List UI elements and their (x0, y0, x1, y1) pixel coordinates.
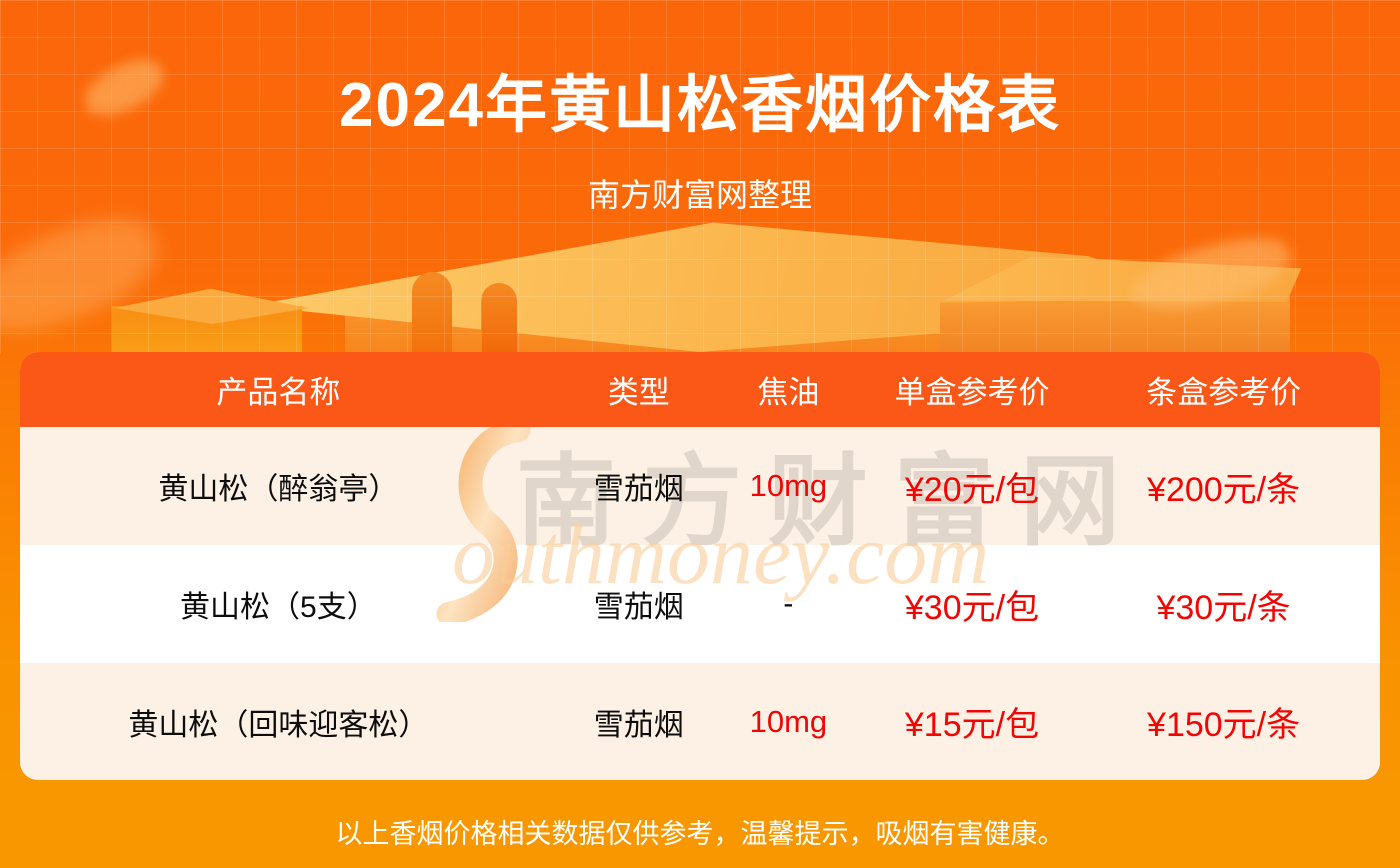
page-title: 2024年黄山松香烟价格表 (339, 71, 1061, 140)
product-name: 黄山松（醉翁亭） (158, 473, 399, 506)
podium-arch-window (481, 283, 517, 352)
product-type: 雪茄烟 (593, 591, 684, 624)
carton-price: ¥150元/条 (1147, 706, 1301, 744)
product-name: 黄山松（回味迎客松） (128, 708, 429, 742)
pack-price: ¥15元/包 (904, 706, 1040, 744)
column-header-tar: 焦油 (757, 375, 820, 410)
column-header-carton-price: 条盒参考价 (1146, 375, 1302, 410)
product-type: 雪茄烟 (593, 708, 684, 742)
product-type: 雪茄烟 (593, 473, 684, 506)
disclaimer-text: 以上香烟价格相关数据仅供参考，温馨提示，吸烟有害健康。 (335, 819, 1065, 849)
pack-price: ¥20元/包 (904, 470, 1040, 509)
column-header-pack-price: 单盒参考价 (894, 375, 1050, 410)
product-name: 黄山松（5支） (180, 591, 377, 624)
tar-value: - (783, 587, 794, 620)
page-subtitle: 南方财富网整理 (587, 177, 812, 213)
tar-value: 10mg (749, 703, 828, 739)
pack-price: ¥30元/包 (904, 588, 1040, 627)
table-row: 黄山松（5支） 雪茄烟 - ¥30元/包 ¥30元/条 (20, 545, 1380, 663)
table-row: 黄山松（醉翁亭） 雪茄烟 10mg ¥20元/包 ¥200元/条 (20, 427, 1380, 545)
carton-price: ¥30元/条 (1156, 588, 1291, 627)
podium-arch-window (412, 272, 452, 352)
column-header-type: 类型 (607, 375, 670, 410)
podium-right-front-face (940, 297, 1290, 352)
table-row: 黄山松（回味迎客松） 雪茄烟 10mg ¥15元/包 ¥150元/条 (20, 663, 1380, 780)
footer-band: 以上香烟价格相关数据仅供参考，温馨提示，吸烟有害健康。 (0, 772, 1400, 868)
table-header-row: 产品名称 类型 焦油 单盒参考价 条盒参考价 (20, 352, 1380, 427)
price-table: 南方财富网 outhmoney.com 产品名称 类型 焦油 单盒参考价 条盒参… (20, 352, 1380, 780)
tar-value: 10mg (749, 468, 828, 503)
column-header-product: 产品名称 (216, 375, 341, 410)
carton-price: ¥200元/条 (1147, 470, 1301, 509)
